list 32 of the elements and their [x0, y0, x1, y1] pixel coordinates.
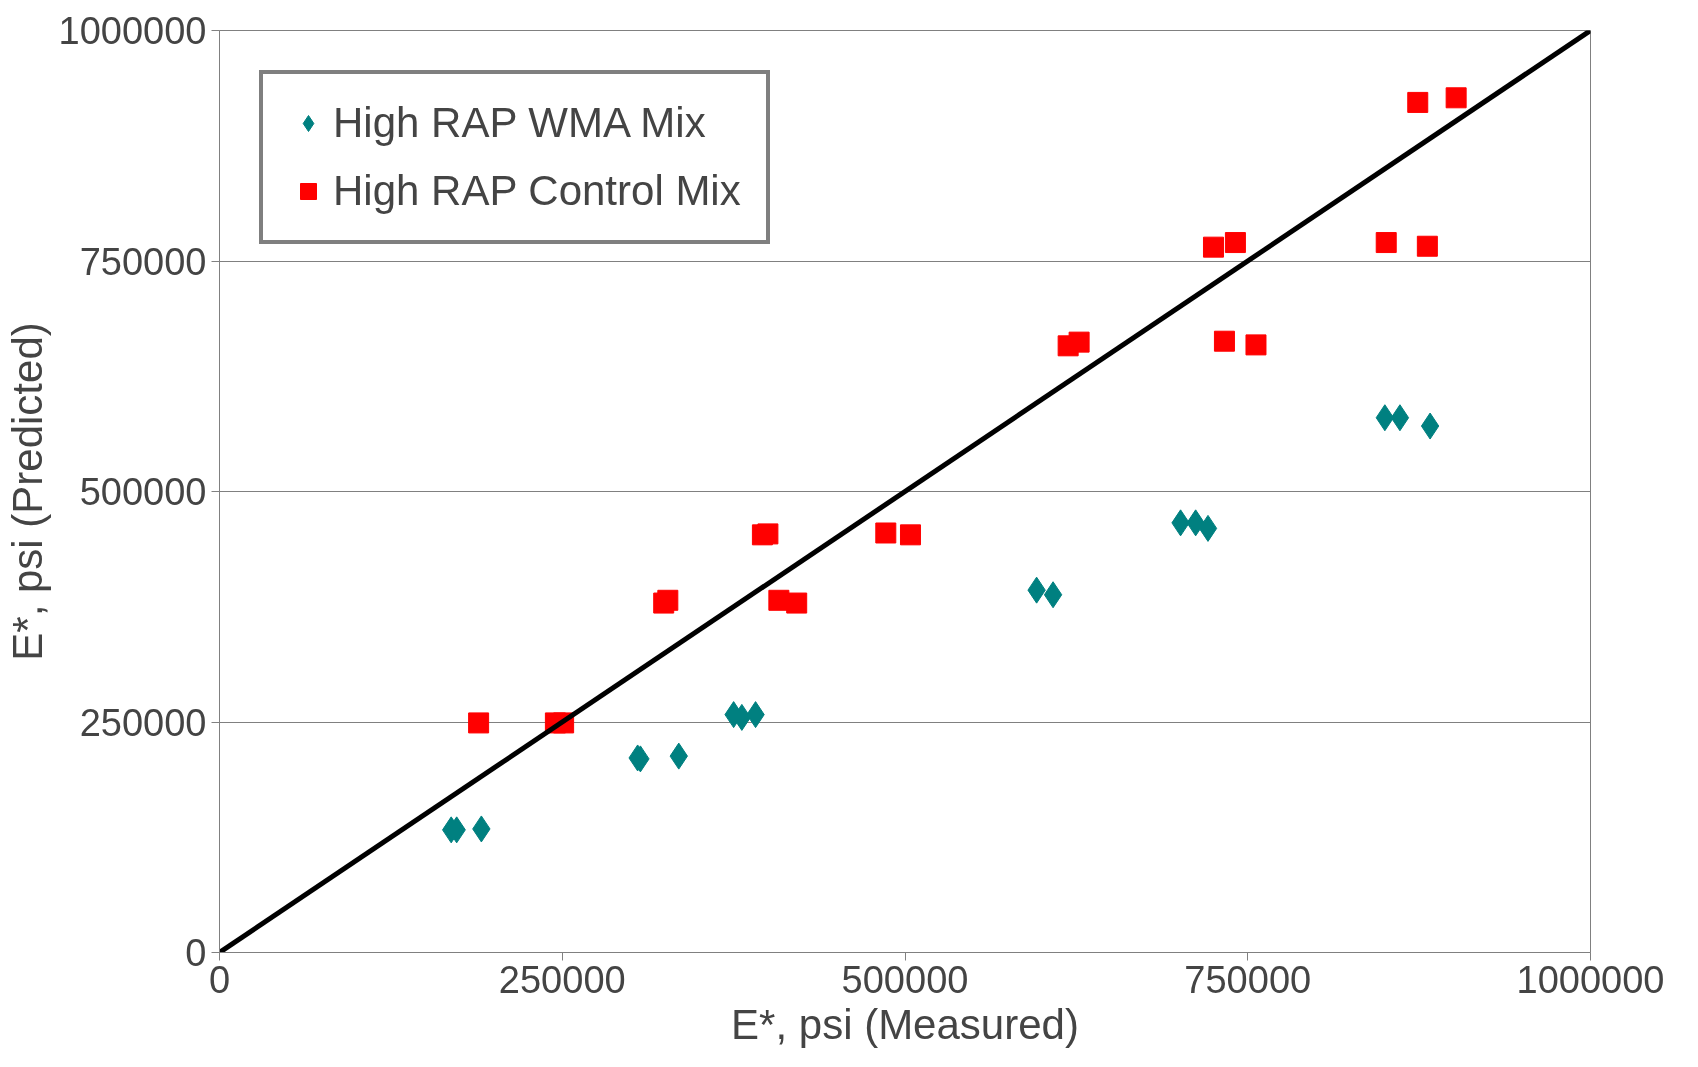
point [1445, 87, 1467, 109]
legend-label: High RAP WMA Mix [333, 99, 706, 147]
point [1416, 235, 1438, 257]
y-tick-label: 0 [185, 932, 207, 974]
x-tick-label: 500000 [841, 958, 969, 1001]
x-tick-label: 1000000 [1516, 958, 1665, 1001]
point [468, 712, 490, 734]
y-tick-label: 750000 [79, 240, 207, 283]
legend-label: High RAP Control Mix [333, 167, 741, 215]
point [1390, 404, 1410, 432]
point [1420, 412, 1440, 440]
point [1407, 91, 1429, 113]
point [1202, 236, 1224, 258]
point [757, 523, 779, 545]
y-tick-label: 1000000 [58, 10, 207, 52]
point [786, 592, 808, 614]
point [875, 522, 897, 544]
point [1245, 334, 1267, 356]
x-tick-label: 250000 [498, 958, 626, 1001]
point [899, 524, 921, 546]
point [1375, 232, 1397, 254]
y-axis-title: E*, psi (Predicted) [3, 322, 51, 661]
point [1213, 330, 1235, 352]
point [1043, 581, 1063, 609]
point [1068, 331, 1090, 353]
point [1375, 404, 1395, 432]
x-axis-title: E*, psi (Measured) [731, 1000, 1079, 1048]
y-tick-label: 250000 [79, 701, 207, 744]
y-tick-label: 500000 [79, 471, 207, 513]
point [1224, 232, 1246, 254]
point [1198, 514, 1218, 542]
x-tick-label: 750000 [1184, 958, 1312, 1001]
